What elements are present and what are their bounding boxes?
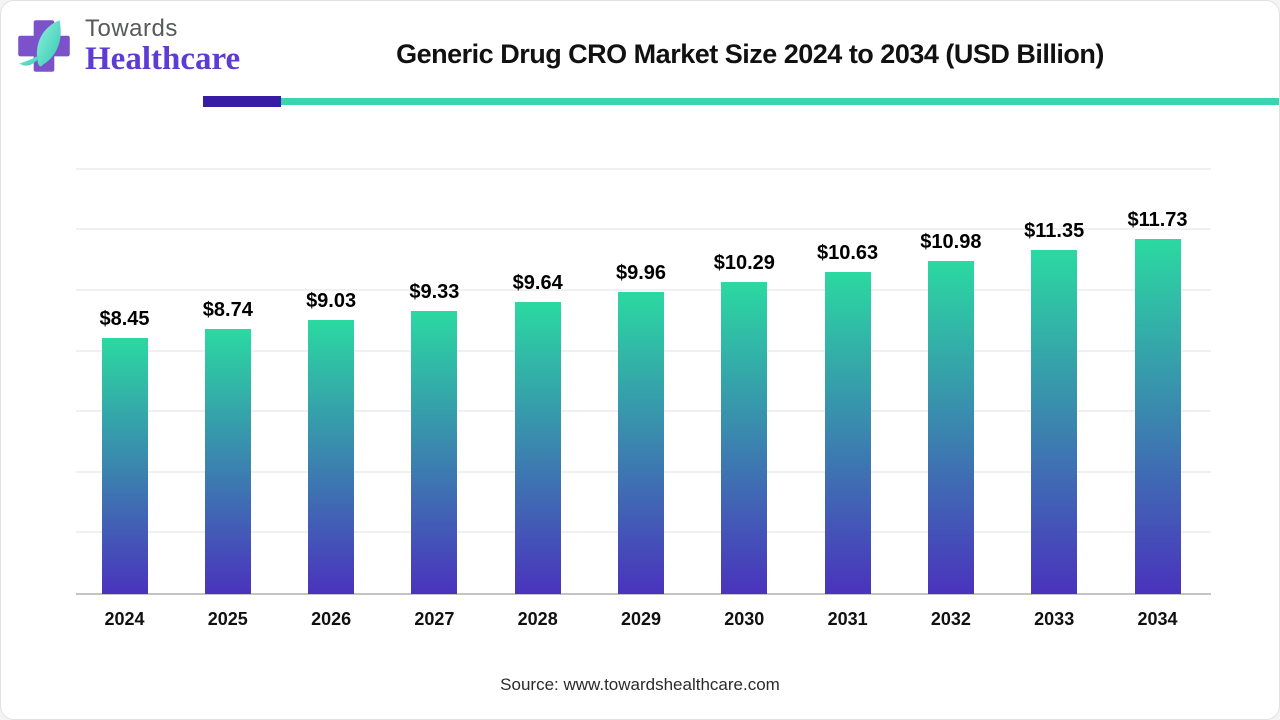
header-divider-indigo-segment: [203, 96, 281, 107]
x-axis-tick-label: 2031: [827, 609, 868, 629]
bar: [927, 261, 974, 594]
bar: [721, 282, 768, 594]
bar: [1031, 250, 1078, 594]
chart-title: Generic Drug CRO Market Size 2024 to 203…: [396, 39, 1104, 69]
header-divider-teal-segment: [281, 98, 1279, 105]
x-axis-tick-label: 2027: [414, 609, 455, 629]
x-axis-tick-label: 2033: [1034, 609, 1075, 629]
bar-group: $9.03 2026: [306, 290, 356, 629]
brand-text: Towards Healthcare: [85, 16, 240, 75]
bar: [204, 329, 251, 594]
source-attribution: Source: www.towardshealthcare.com: [500, 675, 780, 694]
bar-group: $11.35 2033: [1024, 220, 1084, 629]
cross-leaf-logo-icon: [18, 20, 70, 72]
bar: [514, 302, 561, 594]
x-axis-tick-label: 2029: [620, 609, 662, 629]
x-axis-tick-label: 2030: [724, 609, 765, 629]
bar-group: $10.29 2030: [714, 252, 775, 629]
bar-group: $8.45 2024: [99, 308, 149, 629]
bar-value-label: $11.35: [1024, 220, 1085, 242]
x-axis-tick-label: 2034: [1137, 609, 1178, 629]
bar-group: $8.74 2025: [203, 299, 253, 629]
bar: [308, 320, 355, 594]
gridline: [76, 167, 1211, 170]
x-axis-tick-label: 2026: [311, 609, 352, 629]
bar-value-label: $8.45: [99, 308, 150, 330]
bar: [101, 338, 148, 594]
plot-area: $8.45 2024 $8.74 2025 $9.03 2026 $9.33 2027 $9.6…: [76, 156, 1211, 629]
bar-value-label: $10.98: [920, 231, 982, 253]
bar-value-label: $8.74: [202, 299, 253, 321]
bar-value-label: $10.63: [817, 242, 879, 264]
brand-name-healthcare: Healthcare: [85, 40, 241, 77]
bar-value-label: $11.73: [1127, 209, 1188, 231]
bar-group: $9.33 2027: [409, 281, 459, 629]
x-axis-tick-label: 2032: [930, 609, 971, 629]
bar-value-label: $10.29: [713, 252, 775, 274]
bar-group: $11.73 2034: [1127, 209, 1187, 629]
bar-group: $10.63 2031: [817, 242, 878, 629]
bar: [824, 272, 871, 594]
x-axis-tick-label: 2028: [517, 609, 558, 629]
x-axis-line: [76, 593, 1211, 595]
bar: [618, 292, 664, 594]
bar-value-label: $9.64: [512, 272, 563, 294]
x-axis-tick-label: 2024: [104, 609, 145, 629]
bar-group: $9.96 2029: [616, 262, 666, 629]
bar-value-label: $9.03: [306, 290, 357, 312]
brand-name-towards: Towards: [85, 15, 178, 43]
brand-logo: Towards Healthcare: [11, 13, 240, 79]
x-axis-tick-label: 2025: [207, 609, 248, 629]
bar-value-label: $9.33: [409, 281, 460, 303]
bar-value-label: $9.96: [615, 262, 667, 284]
gridline: [76, 289, 1211, 291]
bar-group: $10.98 2032: [920, 231, 981, 629]
bar: [1134, 239, 1181, 594]
gridline: [76, 228, 1211, 231]
bar-group: $9.64 2028: [513, 272, 563, 629]
bar: [411, 311, 458, 594]
